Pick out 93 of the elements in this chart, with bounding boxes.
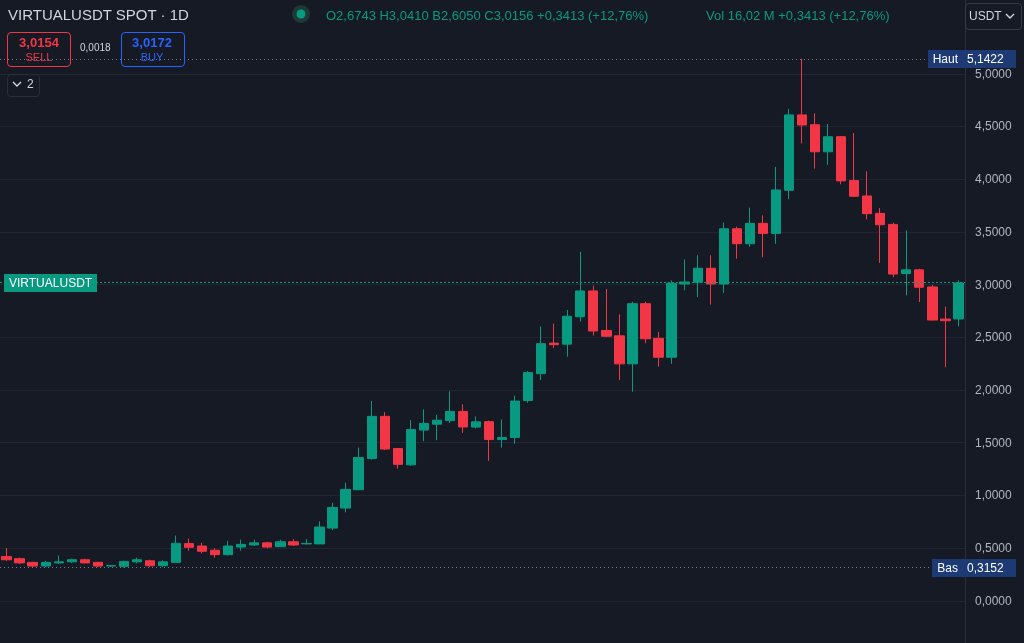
- candlestick: [380, 411, 390, 451]
- candlestick: [171, 534, 181, 564]
- candlestick: [484, 420, 494, 462]
- candlestick: [588, 285, 598, 337]
- candlestick: [210, 547, 220, 559]
- text: USDT: [969, 9, 1002, 23]
- candlestick: [353, 447, 364, 491]
- candlestick: [823, 123, 833, 166]
- annotation: BUY: [139, 51, 165, 63]
- candlestick: [471, 415, 481, 429]
- ref-line-label: Haut: [927, 49, 963, 68]
- candlestick: [406, 419, 416, 467]
- candlestick: [771, 166, 781, 245]
- candlestick: [510, 395, 520, 445]
- candlestick: [27, 561, 38, 568]
- candlestick: [288, 538, 299, 547]
- candlestick: [732, 226, 742, 260]
- y-tick-label: 3,0000: [975, 277, 1013, 292]
- y-tick-label: 2,5000: [975, 330, 1013, 345]
- candlestick: [314, 520, 325, 545]
- candlestick: [875, 207, 885, 264]
- candlestick: [627, 301, 638, 393]
- candlestick: [497, 419, 507, 449]
- y-tick-label: 5,0000: [975, 66, 1013, 81]
- candlestick: [67, 558, 77, 564]
- candlestick: [419, 408, 429, 442]
- candlestick: [758, 214, 768, 258]
- candlestick: [888, 222, 898, 278]
- candlestick: [158, 559, 168, 568]
- candlestick: [810, 112, 820, 170]
- y-tick-label: 1,5000: [975, 435, 1013, 450]
- candlestick: [340, 482, 351, 513]
- annotation: 2: [27, 77, 34, 91]
- candlestick: [184, 538, 194, 552]
- candlestick: [119, 560, 129, 569]
- annotation: Vol 16,02 M +0,3413 (+12,76%): [706, 8, 890, 23]
- y-tick-label: 4,0000: [975, 172, 1013, 187]
- text: 5,1422: [962, 49, 1016, 68]
- y-tick-label: 2,0000: [975, 383, 1013, 398]
- candlestick: [1, 547, 12, 562]
- candlestick: [197, 542, 207, 554]
- y-tick-label: 3,5000: [975, 224, 1013, 239]
- y-tick-label: 0,5000: [975, 541, 1013, 556]
- text: 0,3152: [962, 558, 1016, 577]
- candlestick: [262, 541, 272, 549]
- chart-title: VIRTUALUSDT SPOT · 1D: [8, 6, 189, 23]
- candlestick: [80, 558, 90, 564]
- annotation: 3,0172: [131, 35, 173, 50]
- candlestick: [640, 301, 651, 344]
- candlestick: [106, 564, 116, 568]
- candlestick: [393, 447, 403, 470]
- candlestick: [275, 539, 286, 548]
- candlestick: [223, 540, 233, 557]
- candlestick: [706, 254, 716, 306]
- candlestick: [940, 306, 951, 368]
- ref-line-label: Bas: [932, 558, 963, 577]
- y-tick-label: 4,5000: [975, 119, 1013, 134]
- candlestick: [93, 561, 103, 568]
- candlestick: [914, 268, 924, 303]
- y-tick-label: 0,0000: [975, 593, 1013, 608]
- candlestick: [745, 207, 755, 248]
- candlestick: [614, 313, 625, 381]
- annotation: SELL: [24, 51, 54, 63]
- candlestick: [301, 538, 312, 545]
- annotation: 0,0018: [80, 42, 111, 53]
- candlestick: [536, 325, 546, 381]
- candlestick: [601, 288, 612, 338]
- candlestick: [327, 502, 338, 531]
- candlestick: [432, 414, 442, 441]
- candlestick: [523, 370, 533, 404]
- candlestick: [458, 403, 468, 434]
- candlestick: [862, 170, 872, 220]
- candlestick: [236, 539, 246, 552]
- annotation: O2,6743 H3,0410 B2,6050 C3,0156 +0,3413 (+12,76%): [326, 8, 649, 23]
- y-tick-label: 1,0000: [975, 488, 1013, 503]
- candlestick: [849, 132, 859, 198]
- candlestick: [54, 555, 64, 565]
- candlestick: [797, 58, 807, 144]
- candlestick: [367, 400, 377, 461]
- ref-line-label: VIRTUALUSDT: [4, 273, 98, 292]
- annotation: 3,0154: [18, 35, 60, 50]
- candlestick: [249, 539, 259, 547]
- candlestick: [145, 559, 155, 568]
- candlestick: [14, 557, 25, 565]
- candlestick: [562, 309, 572, 358]
- candlestick: [445, 390, 455, 424]
- candlestick: [927, 284, 938, 321]
- candlestick: [653, 331, 664, 368]
- candlestick: [41, 560, 51, 568]
- candlestick: [836, 135, 846, 185]
- candlestick: [132, 557, 142, 564]
- candlestick: [549, 323, 559, 349]
- candlestick: [784, 108, 794, 200]
